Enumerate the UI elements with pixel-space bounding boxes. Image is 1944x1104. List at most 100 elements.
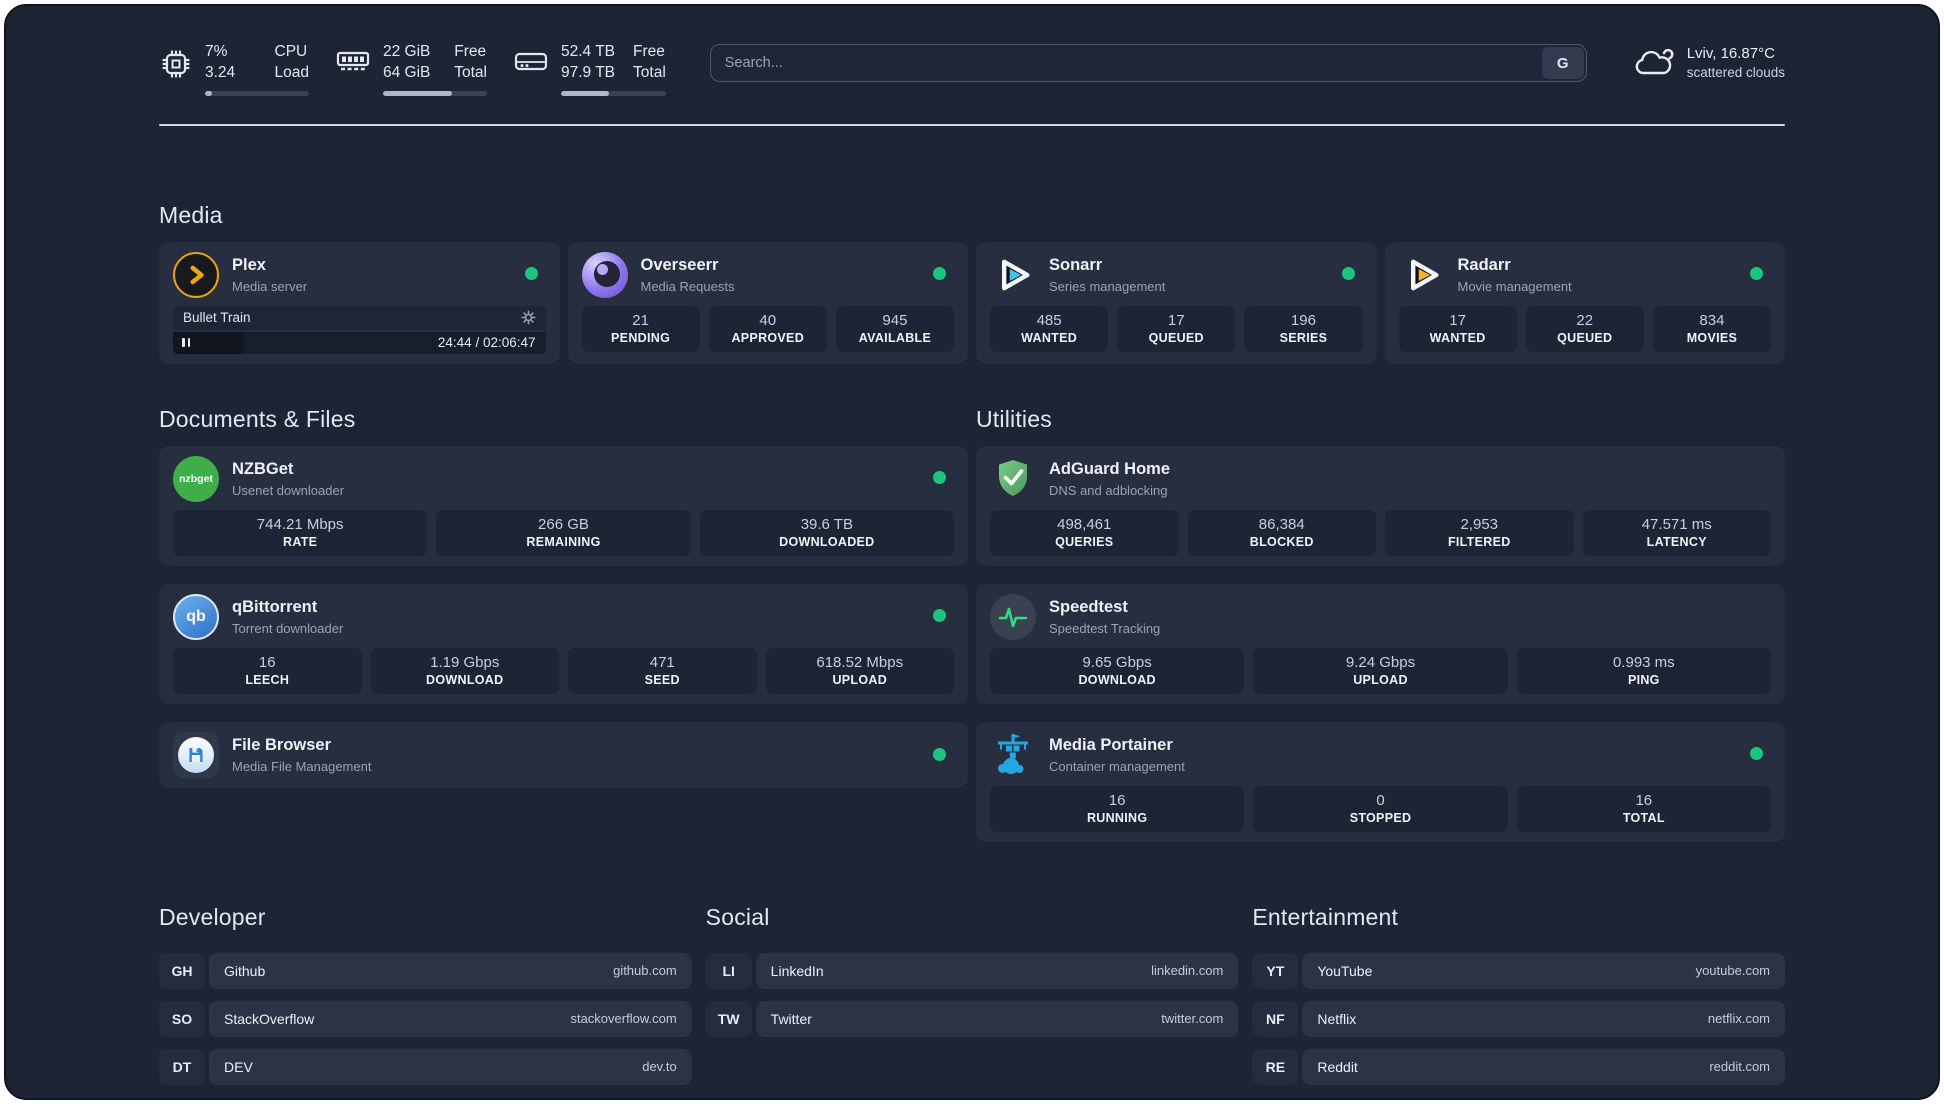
app-card-plex[interactable]: Plex Media server Bullet Train bbox=[159, 241, 560, 364]
tile-label: SEED bbox=[644, 673, 680, 688]
sonarr-icon bbox=[990, 252, 1036, 298]
app-card-adguard[interactable]: AdGuard Home DNS and adblocking 498,461 Q… bbox=[976, 445, 1785, 566]
app-subtitle: Usenet downloader bbox=[232, 482, 345, 498]
bookmark-link-linkedin[interactable]: LI LinkedIn linkedin.com bbox=[705, 952, 1239, 989]
bookmark-group-developer: Developer GH Github github.com SO StackOv… bbox=[159, 904, 692, 1085]
app-card-radarr[interactable]: Radarr Movie management 17 WANTED 22 QUEUE… bbox=[1384, 241, 1785, 364]
disk-stat: 52.4 TB 97.9 TB Free Total bbox=[513, 42, 666, 96]
tile-label: WANTED bbox=[1021, 331, 1078, 346]
search-input[interactable] bbox=[710, 55, 1542, 71]
gear-icon[interactable] bbox=[520, 310, 536, 325]
bookmark-link-twitter[interactable]: TW Twitter twitter.com bbox=[705, 1000, 1239, 1037]
tile-value: 0.993 ms bbox=[1612, 654, 1675, 672]
stat-tile: 47.571 ms LATENCY bbox=[1582, 509, 1771, 556]
adguard-icon bbox=[990, 456, 1036, 502]
stat-tile: 9.24 Gbps UPLOAD bbox=[1253, 647, 1508, 694]
tile-value: 744.21 Mbps bbox=[256, 516, 344, 534]
tile-value: 17 bbox=[1449, 312, 1466, 330]
app-title: Speedtest bbox=[1049, 597, 1128, 616]
memory-total-label: Total bbox=[454, 63, 487, 81]
tile-label: LATENCY bbox=[1646, 535, 1707, 550]
tile-label: SERIES bbox=[1279, 331, 1328, 346]
bookmark-group-title: Developer bbox=[159, 903, 266, 930]
app-card-nzbget[interactable]: nzbget NZBGet Usenet downloader 744.21 M… bbox=[159, 445, 968, 566]
link-abbr: SO bbox=[159, 1000, 205, 1037]
stat-tile: 16 RUNNING bbox=[990, 785, 1245, 832]
tile-label: DOWNLOAD bbox=[1078, 673, 1156, 688]
section-title-media: Media bbox=[159, 201, 223, 228]
app-title: File Browser bbox=[232, 735, 332, 754]
tile-value: 9.65 Gbps bbox=[1082, 654, 1152, 672]
app-subtitle: DNS and adblocking bbox=[1049, 482, 1168, 498]
stat-tile: 266 GB REMAINING bbox=[436, 509, 691, 556]
tile-label: RUNNING bbox=[1086, 811, 1148, 826]
stat-tile: 16 TOTAL bbox=[1516, 785, 1771, 832]
app-card-sonarr[interactable]: Sonarr Series management 485 WANTED 17 QUE… bbox=[976, 241, 1377, 364]
tile-value: 22 bbox=[1576, 312, 1594, 330]
bookmark-link-stackoverflow[interactable]: SO StackOverflow stackoverflow.com bbox=[159, 1000, 692, 1037]
tile-value: 266 GB bbox=[538, 516, 589, 534]
tile-label: APPROVED bbox=[731, 331, 805, 346]
stat-tile: 40 APPROVED bbox=[708, 305, 827, 352]
tile-value: 2,953 bbox=[1460, 516, 1499, 534]
app-card-qbittorrent[interactable]: qb qBittorrent Torrent downloader 16 LEEC… bbox=[159, 583, 968, 704]
bookmark-link-github[interactable]: GH Github github.com bbox=[159, 952, 692, 989]
tile-label: QUEUED bbox=[1557, 331, 1613, 346]
system-stats: 7% 3.24 CPU Load bbox=[159, 42, 666, 96]
disk-icon bbox=[514, 52, 548, 71]
tile-value: 17 bbox=[1167, 312, 1185, 330]
status-dot bbox=[1341, 266, 1355, 280]
link-name: DEV bbox=[224, 1058, 253, 1075]
clouds-icon bbox=[1635, 48, 1674, 74]
tile-value: 0 bbox=[1376, 792, 1385, 810]
tile-label: FILTERED bbox=[1447, 535, 1511, 550]
app-title: NZBGet bbox=[232, 459, 294, 478]
bookmark-link-youtube[interactable]: YT YouTube youtube.com bbox=[1252, 952, 1786, 989]
stat-tile: 2,953 FILTERED bbox=[1385, 509, 1574, 556]
app-title: Overseerr bbox=[640, 255, 719, 274]
app-card-speedtest[interactable]: Speedtest Speedtest Tracking 9.65 Gbps DO… bbox=[976, 583, 1785, 704]
cpu-progress-bar bbox=[205, 90, 309, 96]
search-engine-button[interactable]: G bbox=[1541, 47, 1584, 79]
stat-tile: 945 AVAILABLE bbox=[835, 305, 955, 352]
bookmark-link-reddit[interactable]: RE Reddit reddit.com bbox=[1252, 1048, 1786, 1085]
tile-value: 485 bbox=[1036, 312, 1062, 330]
bookmark-link-netflix[interactable]: NF Netflix netflix.com bbox=[1252, 1000, 1786, 1037]
app-title: Radarr bbox=[1457, 255, 1511, 274]
tile-value: 40 bbox=[759, 312, 777, 330]
section-title-utilities: Utilities bbox=[976, 405, 1052, 432]
link-abbr: NF bbox=[1252, 1000, 1299, 1037]
link-abbr: GH bbox=[159, 952, 205, 989]
link-name: Twitter bbox=[770, 1010, 812, 1027]
app-title: qBittorrent bbox=[232, 597, 318, 616]
pause-button[interactable] bbox=[182, 338, 190, 348]
link-url: dev.to bbox=[642, 1059, 677, 1075]
plex-icon bbox=[173, 251, 219, 298]
memory-free-label: Free bbox=[454, 43, 487, 60]
link-url: twitter.com bbox=[1161, 1011, 1224, 1027]
app-card-portainer[interactable]: Media Portainer Container management 16 R… bbox=[976, 721, 1785, 842]
cpu-percent: 7% bbox=[205, 43, 228, 60]
status-dot bbox=[524, 266, 538, 280]
stat-tile: 86,384 BLOCKED bbox=[1187, 509, 1376, 556]
cpu-icon bbox=[162, 50, 190, 78]
stat-tile: 22 QUEUED bbox=[1525, 305, 1644, 352]
bookmark-group-social: Social LI LinkedIn linkedin.com TW Twitte… bbox=[705, 904, 1239, 1085]
disk-free: 52.4 TB bbox=[561, 43, 616, 60]
tile-value: 196 bbox=[1290, 312, 1316, 330]
bookmark-link-dev[interactable]: DT DEV dev.to bbox=[159, 1048, 692, 1085]
app-card-filebrowser[interactable]: File Browser Media File Management bbox=[159, 721, 968, 788]
tile-value: 834 bbox=[1699, 312, 1725, 330]
playback-progress[interactable]: 24:44 / 02:06:47 bbox=[173, 331, 546, 354]
stat-tile: 17 WANTED bbox=[1398, 305, 1517, 352]
stat-tile: 9.65 Gbps DOWNLOAD bbox=[990, 647, 1245, 694]
app-card-overseerr[interactable]: Overseerr Media Requests 21 PENDING 40 APP… bbox=[567, 241, 968, 364]
stat-tile: 21 PENDING bbox=[581, 305, 700, 352]
tile-value: 471 bbox=[649, 654, 675, 672]
tile-value: 86,384 bbox=[1258, 516, 1305, 534]
app-title: Plex bbox=[232, 255, 266, 274]
tile-value: 16 bbox=[258, 654, 276, 672]
tile-value: 945 bbox=[882, 312, 908, 330]
tile-value: 39.6 TB bbox=[800, 516, 853, 534]
speedtest-icon bbox=[990, 593, 1036, 640]
